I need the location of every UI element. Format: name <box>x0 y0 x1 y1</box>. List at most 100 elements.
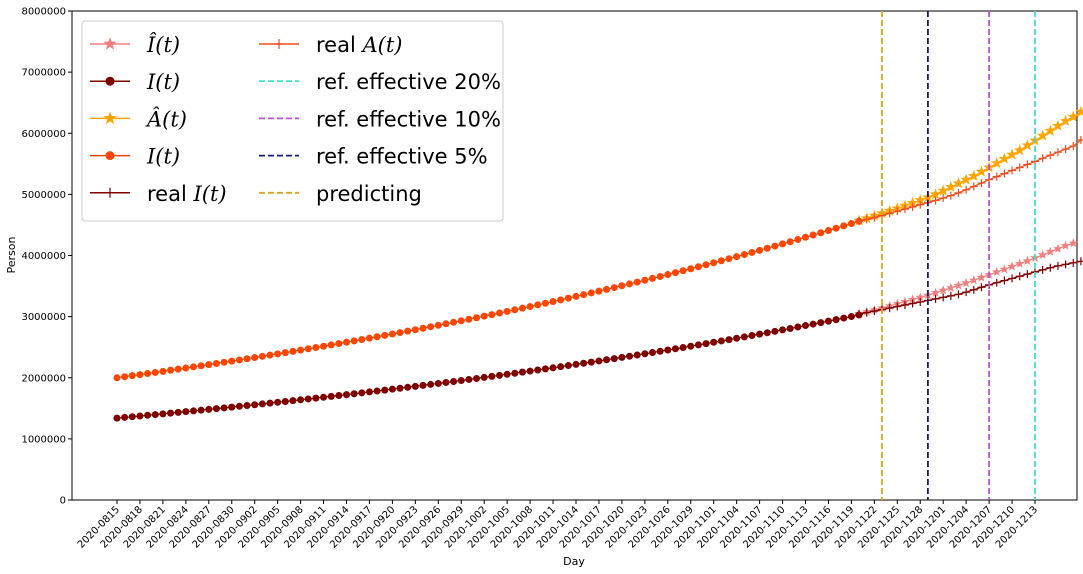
data-point <box>365 334 373 342</box>
data-point <box>258 400 266 408</box>
data-point <box>1037 249 1048 259</box>
legend-item: real I(t) <box>90 182 227 206</box>
data-point <box>549 298 557 306</box>
data-point <box>335 340 343 348</box>
data-point <box>975 165 988 177</box>
data-point <box>633 278 641 286</box>
data-point <box>809 231 817 239</box>
series-A_fit <box>113 217 863 382</box>
data-point <box>434 321 442 329</box>
data-point <box>694 263 702 271</box>
data-point <box>335 391 343 399</box>
data-point <box>151 368 159 376</box>
data-point <box>1008 166 1017 175</box>
data-point <box>962 185 971 194</box>
data-point <box>794 323 802 331</box>
data-point <box>320 393 328 401</box>
data-point <box>549 364 557 372</box>
x-axis-label: Day <box>563 555 585 568</box>
data-point <box>756 246 764 254</box>
data-point <box>526 303 534 311</box>
data-point <box>960 173 972 185</box>
data-point <box>802 233 809 241</box>
data-point <box>144 411 152 419</box>
legend-marker <box>105 76 115 86</box>
data-point <box>174 408 182 416</box>
data-point <box>457 376 465 384</box>
data-point <box>802 322 809 330</box>
data-point <box>969 275 979 285</box>
data-point <box>702 261 710 269</box>
data-point <box>190 363 197 371</box>
legend-label: real I(t) <box>147 182 227 206</box>
data-point <box>763 244 771 252</box>
data-point <box>450 318 458 326</box>
data-point <box>1014 258 1025 268</box>
data-point <box>580 291 588 299</box>
data-point <box>1015 163 1024 172</box>
data-point <box>159 367 167 375</box>
data-point <box>518 304 526 312</box>
data-point <box>1053 243 1063 253</box>
data-point <box>1076 257 1083 266</box>
data-point <box>128 372 136 380</box>
data-point <box>907 294 918 304</box>
data-point <box>121 413 129 421</box>
data-point <box>862 308 871 317</box>
legend-item: Î(t) <box>90 33 180 57</box>
data-point <box>906 196 919 208</box>
data-point <box>649 274 656 282</box>
data-point <box>656 272 664 280</box>
data-point <box>212 405 220 413</box>
data-point <box>304 395 312 403</box>
data-point <box>938 285 948 295</box>
data-point <box>976 272 987 282</box>
data-point <box>633 351 641 359</box>
data-point <box>205 361 213 369</box>
data-point <box>1046 263 1055 272</box>
data-point <box>771 242 779 250</box>
data-point <box>136 371 144 379</box>
data-point <box>587 358 595 366</box>
data-point <box>893 207 902 216</box>
reference-lines <box>881 11 1036 500</box>
data-point <box>626 280 634 288</box>
data-point <box>1069 258 1078 267</box>
legend-marker <box>105 187 115 198</box>
data-point <box>427 380 435 388</box>
data-point <box>649 349 656 357</box>
legend-marker <box>105 151 115 161</box>
data-point <box>1023 270 1032 279</box>
data-point <box>969 182 978 191</box>
data-point <box>473 314 481 322</box>
data-point <box>343 338 350 346</box>
y-axis: 0 1000000 2000000 3000000 4000000 5000000 6000… <box>21 7 72 507</box>
data-point <box>885 209 894 218</box>
data-point <box>946 282 956 292</box>
y-tick-label: 6000000 <box>21 129 66 140</box>
data-point <box>281 397 289 405</box>
data-point <box>358 389 366 397</box>
data-point <box>572 360 580 368</box>
data-point <box>1015 272 1024 281</box>
data-point <box>274 350 282 358</box>
legend-label: I(t) <box>146 70 180 94</box>
series-I_real <box>855 257 1083 319</box>
data-point <box>794 236 802 244</box>
data-point <box>128 413 136 421</box>
data-point <box>289 397 297 405</box>
data-point <box>534 366 542 374</box>
data-point <box>1067 110 1079 122</box>
data-point <box>473 374 481 382</box>
data-point <box>748 332 756 340</box>
data-point <box>1007 261 1017 271</box>
y-tick-label: 3000000 <box>21 312 66 323</box>
y-axis-label: Person <box>5 236 18 273</box>
data-point <box>580 359 588 367</box>
data-point <box>1023 160 1032 169</box>
data-point <box>610 355 618 363</box>
data-point <box>1059 115 1072 126</box>
data-point <box>952 177 965 189</box>
data-point <box>1000 169 1009 178</box>
data-point <box>350 337 358 345</box>
